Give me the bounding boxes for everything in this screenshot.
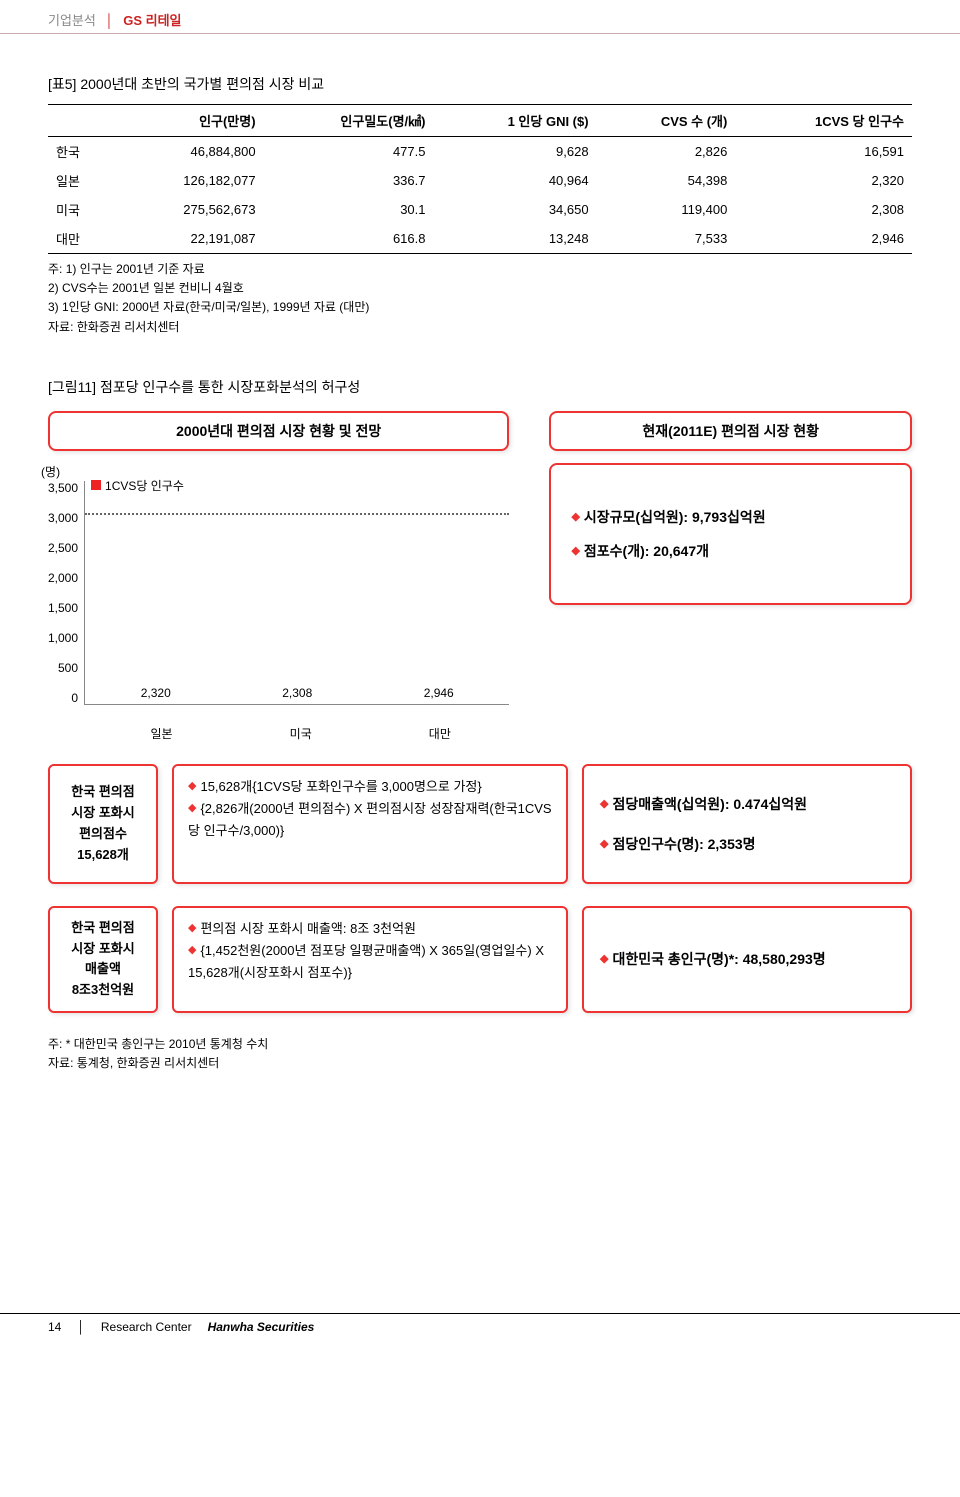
bar-column: 2,320 — [101, 686, 211, 704]
table-cell: 616.8 — [264, 224, 434, 254]
table-cell: 30.1 — [264, 195, 434, 224]
table-cell: 2,308 — [735, 195, 912, 224]
table-cell: 16,591 — [735, 137, 912, 167]
info-row: ◆시장규모(십억원): 9,793십억원 — [571, 507, 890, 527]
table-row: 미국275,562,67330.134,650119,4002,308 — [48, 195, 912, 224]
table-header-cell: 인구(만명) — [115, 105, 263, 137]
table-cell: 미국 — [48, 195, 115, 224]
row-mid-box: ◆편의점 시장 포화시 매출액: 8조 3천억원◆{1,452천원(2000년 … — [172, 906, 568, 1013]
row-right-box: ◆대한민국 총인구(명)*: 48,580,293명 — [582, 906, 912, 1013]
header-name: GS 리테일 — [123, 13, 181, 28]
table-cell: 34,650 — [434, 195, 597, 224]
comparison-table: 인구(만명)인구밀도(명/㎢)1 인당 GNI ($)CVS 수 (개)1CVS… — [48, 104, 912, 254]
y-unit: (명) — [41, 463, 60, 480]
table-cell: 126,182,077 — [115, 166, 263, 195]
table-cell: 한국 — [48, 137, 115, 167]
bar-column: 2,308 — [242, 686, 352, 704]
table-row: 한국46,884,800477.59,6282,82616,591 — [48, 137, 912, 167]
figure-title: [그림11] 점포당 인구수를 통한 시장포화분석의 허구성 — [48, 377, 912, 397]
page-number: 14 — [48, 1320, 61, 1334]
table-cell: 9,628 — [434, 137, 597, 167]
figure-footnotes: 주: * 대한민국 총인구는 2010년 통계청 수치자료: 통계청, 한화증권… — [48, 1035, 912, 1073]
row-block: 한국 편의점시장 포화시매출액8조3천억원◆편의점 시장 포화시 매출액: 8조… — [48, 906, 912, 1013]
table-notes: 주: 1) 인구는 2001년 기준 자료 2) CVS수는 2001년 일본 … — [48, 260, 912, 337]
bar-column: 2,946 — [384, 686, 494, 704]
info-row: ◆점포수(개): 20,647개 — [571, 541, 890, 561]
table-cell: 7,533 — [597, 224, 736, 254]
bar-chart: 3,5003,0002,5002,0001,5001,0005000 (명) 1… — [48, 463, 509, 742]
row-label-box: 한국 편의점시장 포화시매출액8조3천억원 — [48, 906, 158, 1013]
table-cell: 275,562,673 — [115, 195, 263, 224]
table-cell: 22,191,087 — [115, 224, 263, 254]
row-block: 한국 편의점시장 포화시편의점수15,628개◆15,628개{1CVS당 포화… — [48, 764, 912, 884]
table-header-cell: 1 인당 GNI ($) — [434, 105, 597, 137]
page-header: 기업분석 │ GS 리테일 — [0, 0, 960, 34]
table-title: [표5] 2000년대 초반의 국가별 편의점 시장 비교 — [48, 74, 912, 94]
table-header-cell — [48, 105, 115, 137]
panel-row: 2000년대 편의점 시장 현황 및 전망 3,5003,0002,5002,0… — [48, 411, 912, 742]
y-axis: 3,5003,0002,5002,0001,5001,0005000 — [48, 463, 84, 723]
header-sep: │ — [105, 13, 113, 28]
row-right-box: ◆점당매출액(십억원): 0.474십억원◆점당인구수(명): 2,353명 — [582, 764, 912, 884]
table-cell: 2,320 — [735, 166, 912, 195]
table-header-cell: 인구밀도(명/㎢) — [264, 105, 434, 137]
table-cell: 477.5 — [264, 137, 434, 167]
content: [표5] 2000년대 초반의 국가별 편의점 시장 비교 인구(만명)인구밀도… — [0, 34, 960, 1073]
footer-brand: Hanwha Securities — [208, 1320, 315, 1334]
panel-right-title: 현재(2011E) 편의점 시장 현황 — [549, 411, 912, 451]
right-info-box: ◆시장규모(십억원): 9,793십억원 ◆점포수(개): 20,647개 — [549, 463, 912, 605]
table-cell: 119,400 — [597, 195, 736, 224]
table-header-cell: CVS 수 (개) — [597, 105, 736, 137]
row-mid-box: ◆15,628개{1CVS당 포화인구수를 3,000명으로 가정}◆{2,82… — [172, 764, 568, 884]
chart-area: (명) 1CVS당 인구수 2,3202,3082,946 — [84, 481, 509, 705]
row-label-box: 한국 편의점시장 포화시편의점수15,628개 — [48, 764, 158, 884]
x-labels: 일본미국대만 — [92, 725, 509, 742]
table-cell: 일본 — [48, 166, 115, 195]
table-cell: 13,248 — [434, 224, 597, 254]
table-cell: 40,964 — [434, 166, 597, 195]
table-cell: 2,946 — [735, 224, 912, 254]
panel-left-title: 2000년대 편의점 시장 현황 및 전망 — [48, 411, 509, 451]
table-cell: 46,884,800 — [115, 137, 263, 167]
footer-sep: │ — [77, 1320, 85, 1334]
table-cell: 54,398 — [597, 166, 736, 195]
header-category: 기업분석 — [48, 13, 96, 28]
table-cell: 2,826 — [597, 137, 736, 167]
page-footer: 14 │ Research Center Hanwha Securities — [0, 1313, 960, 1344]
footer-center: Research Center — [101, 1320, 192, 1334]
table-row: 일본126,182,077336.740,96454,3982,320 — [48, 166, 912, 195]
table-cell: 대만 — [48, 224, 115, 254]
table-header-cell: 1CVS 당 인구수 — [735, 105, 912, 137]
table-cell: 336.7 — [264, 166, 434, 195]
table-row: 대만22,191,087616.813,2487,5332,946 — [48, 224, 912, 254]
